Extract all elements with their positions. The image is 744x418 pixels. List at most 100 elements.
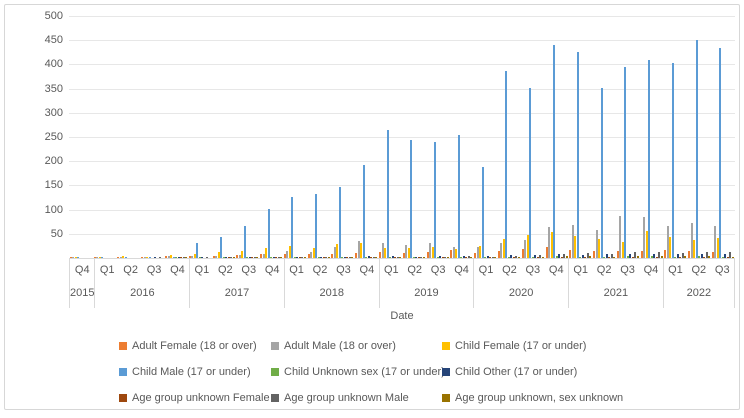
legend-item: Adult Male (18 or over): [271, 337, 442, 354]
bar: [141, 256, 144, 258]
bar: [381, 242, 384, 258]
bar: [476, 247, 479, 258]
bar: [333, 246, 336, 258]
bar: [220, 236, 223, 258]
bar: [355, 253, 358, 258]
bar: [298, 257, 301, 258]
bar: [531, 256, 534, 258]
x-axis: Q4 2015 Q1 Q2 Q3 Q4 2016 Q1 Q2 Q3 Q4 2017 Q1 Q2 Q3 Q4 20…: [69, 258, 735, 308]
legend-swatch: [119, 341, 127, 350]
bar-cluster: [450, 16, 474, 258]
bar: [613, 256, 616, 258]
legend-item: Child Other (17 or under): [442, 363, 623, 380]
bar: [481, 166, 484, 258]
quarter-row: Q1 Q2 Q3 Q4: [569, 258, 663, 282]
bar: [669, 236, 672, 258]
bar: [724, 254, 727, 258]
bar: [267, 209, 270, 258]
bar: [415, 256, 418, 258]
x-axis-line: [69, 258, 735, 259]
legend: Adult Female (18 or over) Adult Male (18 …: [119, 337, 623, 406]
bar: [291, 196, 294, 258]
bar: [431, 247, 434, 258]
quarter-label: Q1: [194, 264, 210, 276]
bar: [417, 257, 420, 258]
bar: [529, 87, 532, 258]
quarter-label: Q1: [289, 264, 304, 276]
bar: [396, 256, 399, 258]
bar: [510, 255, 513, 258]
bar: [341, 257, 344, 258]
bar: [198, 257, 201, 258]
bar: [581, 254, 584, 258]
y-tick-label: 500: [44, 10, 63, 22]
bar: [505, 71, 508, 258]
year-label: 2018: [319, 287, 344, 299]
bar: [660, 255, 663, 258]
bar: [124, 257, 127, 258]
bar: [153, 257, 156, 258]
bar: [230, 257, 233, 258]
bar: [362, 164, 365, 258]
bar: [539, 255, 542, 258]
bar-cluster: [354, 16, 378, 258]
legend-swatch: [442, 367, 450, 376]
bar: [357, 241, 360, 258]
quarter-label: Q3: [714, 264, 730, 276]
year-group: Q1 Q2 Q3 2022: [662, 258, 735, 308]
bar: [470, 257, 473, 258]
y-tick-label: 350: [44, 82, 63, 95]
bar: [569, 250, 572, 258]
bar: [270, 257, 273, 258]
bar: [175, 257, 178, 258]
bar: [185, 257, 188, 258]
bar-cluster: [711, 16, 735, 258]
legend-swatch: [271, 393, 279, 402]
bar-cluster: [283, 16, 307, 258]
quarter-row: Q1 Q2 Q3 Q4: [285, 258, 379, 282]
bar: [645, 230, 648, 258]
quarter-label: Q2: [407, 264, 423, 276]
bar: [251, 257, 254, 258]
bar-cluster: [568, 16, 592, 258]
legend-label: Age group unknown Female: [132, 391, 270, 404]
legend-label: Child Unknown sex (17 or under): [284, 365, 445, 378]
bar: [462, 255, 465, 258]
year-group: Q1 Q2 Q3 Q4 2020: [473, 258, 568, 308]
bar: [310, 252, 313, 258]
gridline: [69, 88, 735, 90]
legend-item: Child Female (17 or under): [442, 337, 623, 354]
bar: [491, 256, 494, 258]
quarter-row: Q1 Q2 Q3 Q4: [190, 258, 284, 282]
bar: [605, 254, 608, 258]
bar: [158, 257, 161, 258]
gridline: [69, 64, 735, 66]
bar-cluster: [212, 16, 236, 258]
bar: [457, 134, 460, 258]
quarter-label: Q3: [336, 264, 351, 276]
quarter-label: Q2: [502, 264, 517, 276]
bar: [379, 251, 382, 258]
bar-cluster: [640, 16, 664, 258]
legend-label: Child Male (17 or under): [132, 365, 251, 378]
bar: [375, 257, 378, 258]
bar: [695, 40, 698, 258]
bar: [444, 256, 447, 258]
bar: [515, 255, 518, 258]
bar-chart: 50 100 150 200 250 300 350 400 450 500 Q4 2015 Q1 Q2…: [4, 4, 740, 410]
bar: [206, 257, 209, 258]
bar: [579, 256, 582, 258]
bar: [283, 254, 286, 258]
bar: [143, 256, 146, 258]
bar: [705, 252, 708, 258]
bar: [77, 257, 80, 258]
bar-cluster: [545, 16, 569, 258]
bar: [248, 257, 251, 258]
bar: [293, 257, 296, 258]
bar: [280, 257, 283, 258]
legend-item: Child Male (17 or under): [119, 363, 271, 380]
bar: [441, 257, 444, 258]
bar: [534, 254, 537, 258]
quarter-row: Q4: [70, 258, 94, 282]
legend-label: Adult Female (18 or over): [132, 339, 257, 352]
